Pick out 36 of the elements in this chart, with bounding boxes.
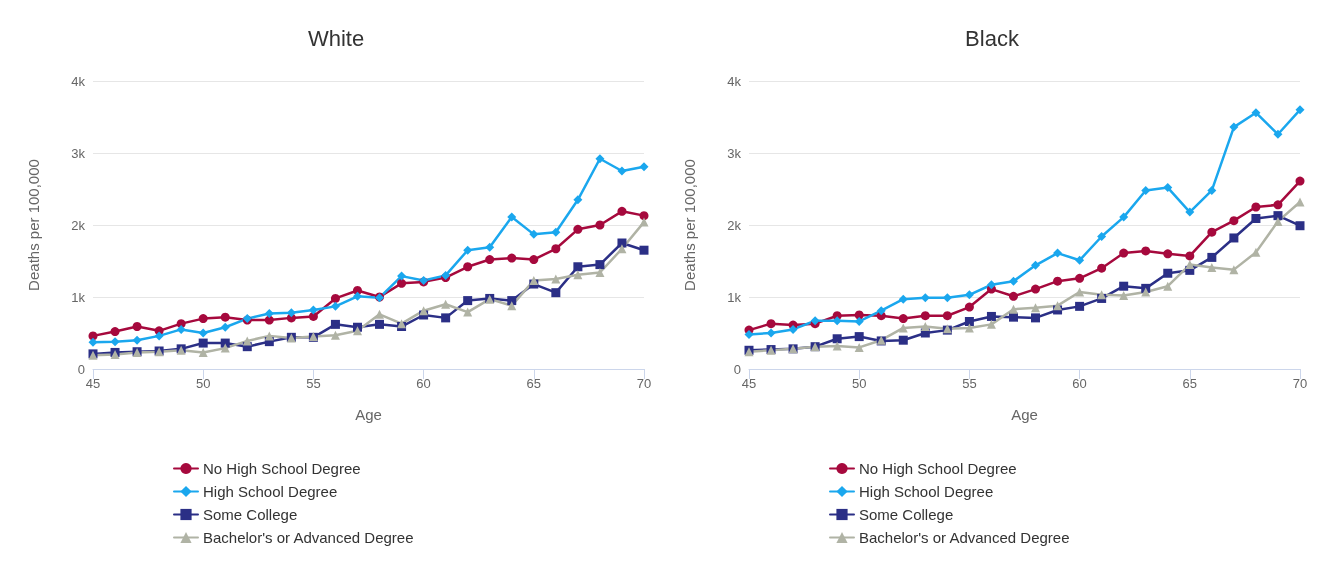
x-tick-label: 60 xyxy=(1072,376,1087,391)
x-tick-label: 55 xyxy=(962,376,977,391)
x-tick-label: 70 xyxy=(636,376,652,391)
y-tick-label: 3k xyxy=(727,145,742,161)
legend-label: Bachelor's or Advanced Degree xyxy=(859,529,1070,546)
y-tick-label: 1k xyxy=(71,289,86,305)
y-tick-label: 1k xyxy=(727,289,742,305)
chart-title: White xyxy=(307,25,365,51)
legend-label: No High School Degree xyxy=(203,460,361,477)
y-tick-label: 3k xyxy=(71,145,86,161)
y-axis-title: Deaths per 100,000 xyxy=(25,159,42,291)
y-axis-title: Deaths per 100,000 xyxy=(681,159,698,291)
legend-label: Some College xyxy=(203,506,298,523)
y-tick-label: 2k xyxy=(727,217,742,233)
x-axis-title: Age xyxy=(355,406,382,423)
y-tick-label: 0 xyxy=(77,361,85,377)
x-tick-label: 45 xyxy=(741,376,757,391)
legend-label: High School Degree xyxy=(859,483,994,500)
x-tick-label: 55 xyxy=(306,376,321,391)
chart-title: Black xyxy=(965,25,1020,51)
x-tick-label: 70 xyxy=(1292,376,1308,391)
y-tick-label: 4k xyxy=(727,73,742,89)
y-tick-label: 0 xyxy=(733,361,741,377)
legend-label: High School Degree xyxy=(203,483,338,500)
x-tick-label: 60 xyxy=(416,376,431,391)
x-tick-label: 65 xyxy=(526,376,542,391)
legend-label: Bachelor's or Advanced Degree xyxy=(203,529,414,546)
legend-label: Some College xyxy=(859,506,954,523)
legend-label: No High School Degree xyxy=(859,460,1017,477)
x-tick-label: 50 xyxy=(195,376,211,391)
x-tick-label: 65 xyxy=(1182,376,1198,391)
y-tick-label: 4k xyxy=(71,73,86,89)
x-tick-label: 45 xyxy=(85,376,101,391)
x-tick-label: 50 xyxy=(851,376,867,391)
y-tick-label: 2k xyxy=(71,217,86,233)
x-axis-title: Age xyxy=(1011,406,1038,423)
